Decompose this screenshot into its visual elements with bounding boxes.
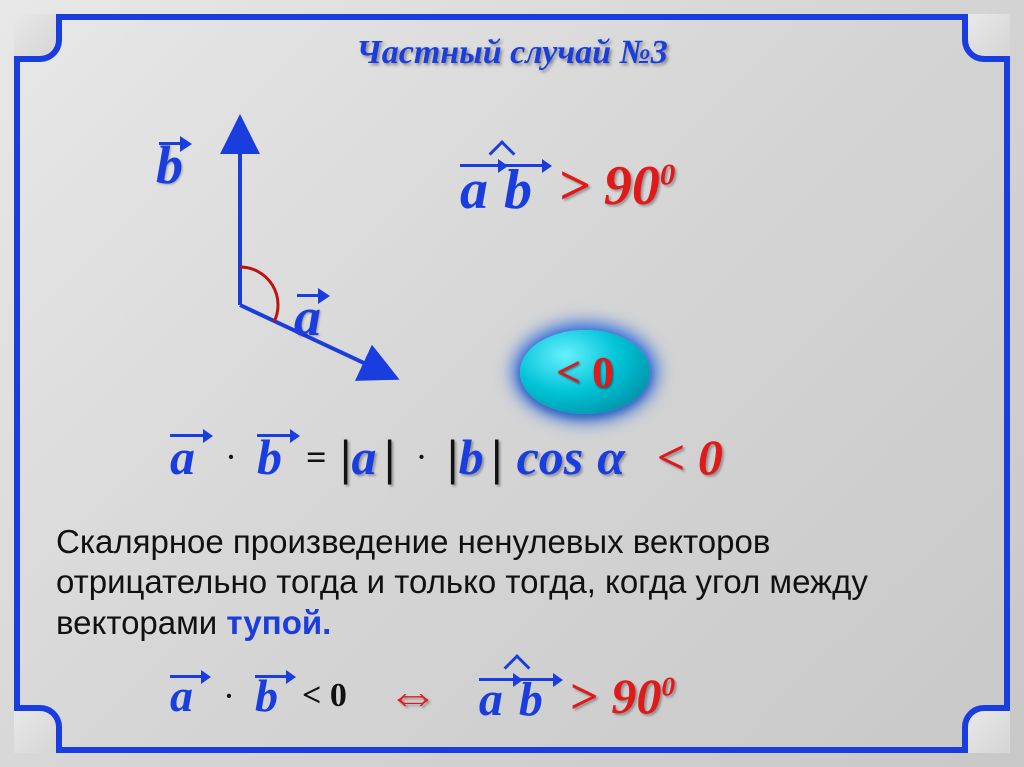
bot-angle-a: a <box>479 672 515 727</box>
lt-zero-1: < 0 <box>657 428 723 486</box>
angle-rhs-sup: 0 <box>660 157 675 191</box>
angle-rhs: 90 <box>604 155 660 217</box>
mag-b: b <box>459 429 492 485</box>
mag-a: a <box>352 429 385 485</box>
angle-vec-a: a <box>460 158 500 222</box>
body-line: Скалярное произведение ненулевых векторо… <box>56 523 868 641</box>
vector-b-label: b <box>156 134 183 196</box>
alpha-label: α <box>597 428 625 486</box>
vector-svg <box>80 100 400 400</box>
f-vec-b: b <box>257 428 292 486</box>
dot-op-3: · <box>217 675 241 717</box>
corner-br <box>962 705 1010 753</box>
bot-deg: 90 <box>611 668 661 724</box>
cos-sign-badge: < 0 <box>520 330 650 414</box>
bot-lt-zero: < 0 <box>302 677 347 715</box>
body-highlight: тупой. <box>226 604 331 641</box>
vector-a-label: a <box>294 286 321 348</box>
dot-product-formula: a · b = |a| · |b| cos α < 0 <box>170 428 723 486</box>
iff-symbol: ⇔ <box>387 666 439 725</box>
iff-row: a · b < 0 ⇔ a b > 900 <box>170 664 675 727</box>
bot-deg-sup: 0 <box>661 670 675 701</box>
angle-op: > <box>558 154 590 218</box>
angle-condition: a b > 900 <box>460 150 675 222</box>
angle-vec-b: b <box>504 158 544 222</box>
eq-sign: = <box>306 436 327 478</box>
bot-vec-b: b <box>255 669 288 722</box>
bot-angle-b: b <box>519 672 555 727</box>
dot-op-2: · <box>410 436 434 478</box>
bot-vec-a: a <box>170 669 203 722</box>
cos-label: cos <box>517 428 584 486</box>
bot-gt: > <box>569 667 598 725</box>
theorem-text: Скалярное произведение ненулевых векторо… <box>56 522 974 643</box>
f-vec-a: a <box>170 428 205 486</box>
corner-bl <box>14 705 62 753</box>
vector-diagram: b a <box>80 100 360 330</box>
dot-op-1: · <box>219 436 243 478</box>
slide-title: Частный случай №3 <box>0 34 1024 72</box>
